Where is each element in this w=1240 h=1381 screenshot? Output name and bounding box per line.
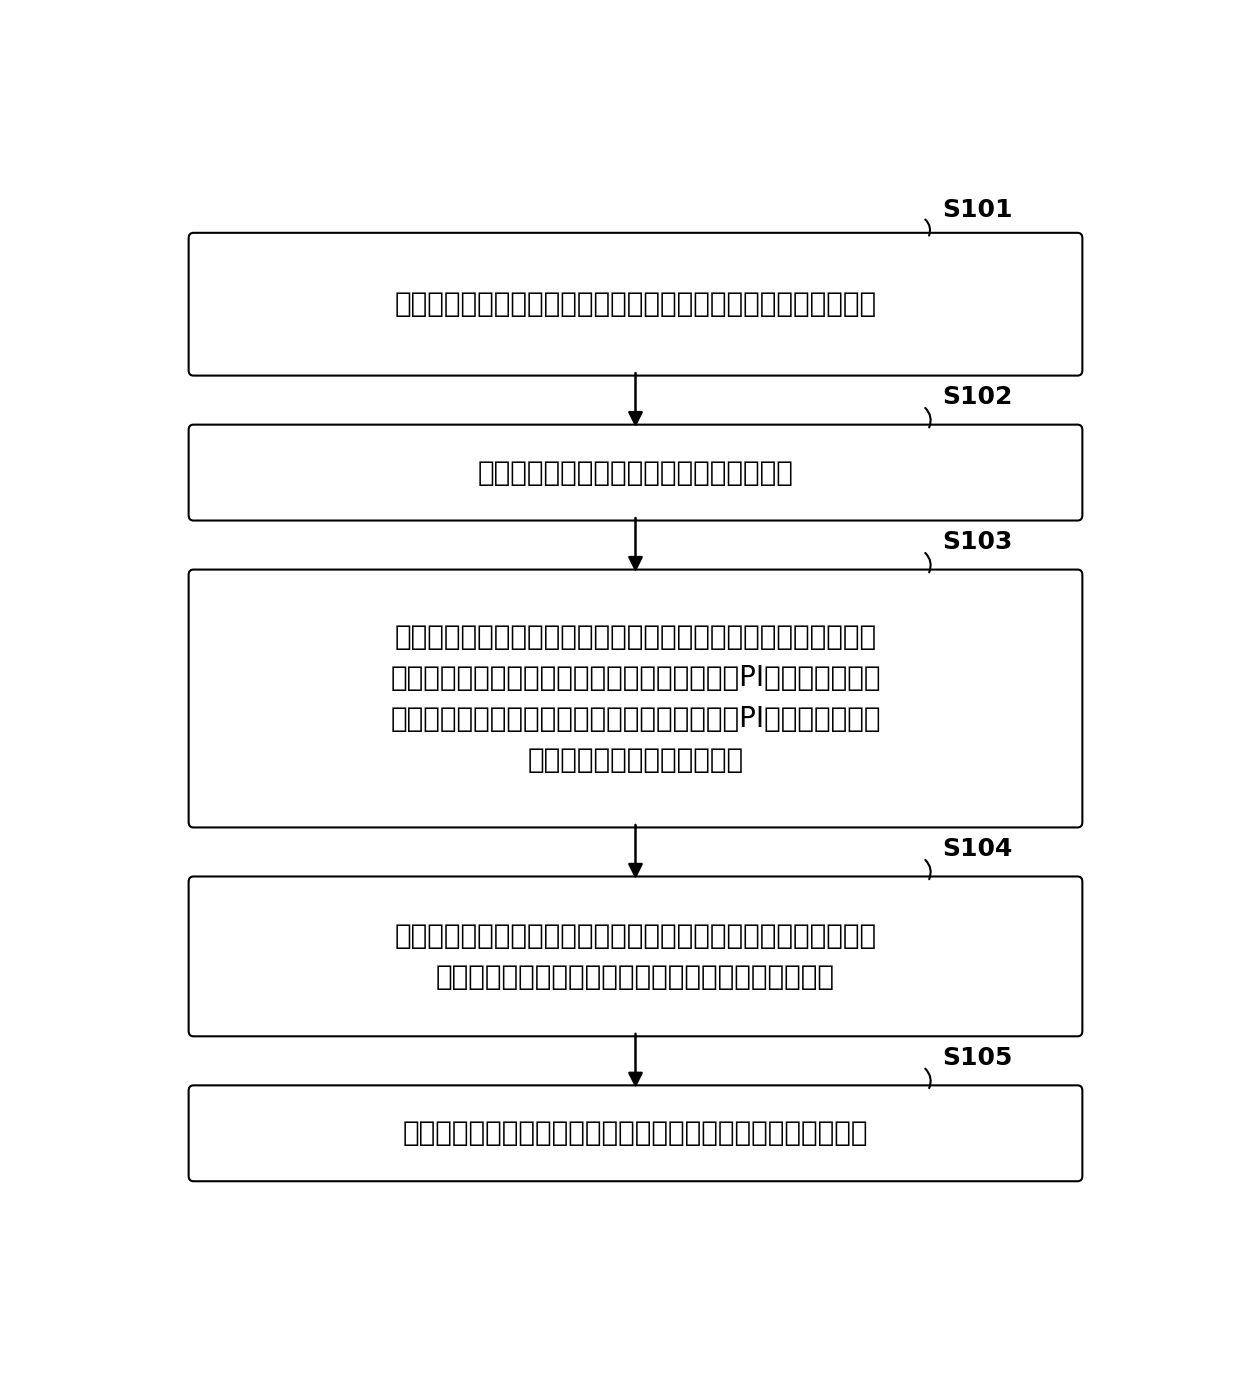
Text: 根据一次调频性能反映函数和所述仿真结果，优化所述一次调频: 根据一次调频性能反映函数和所述仿真结果，优化所述一次调频: [403, 1119, 868, 1148]
Text: S104: S104: [942, 837, 1013, 860]
FancyBboxPatch shape: [188, 424, 1083, 521]
Text: 获取电网中一次调频不合格时段的机组系统及机组系统的运行状态: 获取电网中一次调频不合格时段的机组系统及机组系统的运行状态: [394, 290, 877, 318]
Text: S102: S102: [942, 385, 1013, 409]
Text: 将所述实测参数在预设范围内的不同取值和所述机组转速输入到所
述电网的实测模型，得到所述实测模型输出的仿真结果: 将所述实测参数在预设范围内的不同取值和所述机组转速输入到所 述电网的实测模型，得…: [394, 921, 877, 992]
Text: 从所述机组系统的运行状态中获取机组转速: 从所述机组系统的运行状态中获取机组转速: [477, 458, 794, 486]
Text: 根据所述机组系统及所述机组系统的运行状态，计算得到实测参数
，所述实测参数包括汽轮机模型的特征参数值、PI控制器的参数值
、频差值、负荷延迟参数值、调频指令延迟: 根据所述机组系统及所述机组系统的运行状态，计算得到实测参数 ，所述实测参数包括汽…: [391, 623, 880, 775]
FancyBboxPatch shape: [188, 569, 1083, 827]
Text: S105: S105: [942, 1045, 1013, 1070]
FancyBboxPatch shape: [188, 877, 1083, 1036]
FancyBboxPatch shape: [188, 1085, 1083, 1181]
Text: S101: S101: [942, 197, 1013, 222]
Text: S103: S103: [942, 530, 1013, 554]
FancyBboxPatch shape: [188, 233, 1083, 376]
